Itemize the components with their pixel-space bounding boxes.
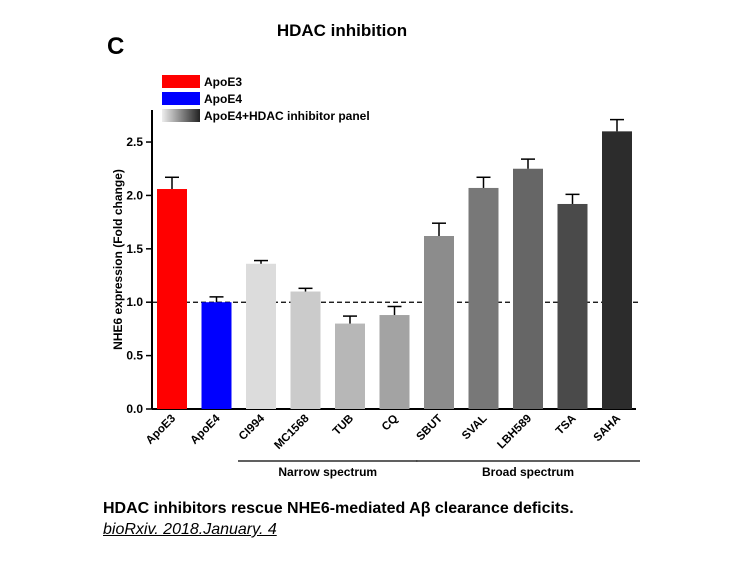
- panel-letter: C: [107, 33, 125, 60]
- y-tick-label: 2.5: [126, 135, 143, 149]
- y-axis: 0.0 0.5 1.0 1.5 2.0 2.5 NHE6 expression (Fold …: [111, 110, 636, 416]
- bar: [201, 302, 232, 409]
- bar: [513, 168, 543, 409]
- figure-caption: HDAC inhibitors rescue NHE6-mediated Aβ …: [103, 500, 574, 517]
- citation-link[interactable]: bioRxiv. 2018.January. 4: [103, 521, 277, 538]
- bars: [157, 118, 632, 409]
- group-label: Broad spectrum: [482, 465, 574, 479]
- y-tick-label: 1.0: [126, 295, 143, 309]
- bar: [335, 323, 365, 409]
- y-tick-label: 2.0: [126, 188, 143, 202]
- group-label: Narrow spectrum: [278, 465, 377, 479]
- x-tick-label: ApoE3: [144, 413, 178, 447]
- bar: [379, 315, 410, 409]
- bar: [246, 263, 276, 409]
- chart-title: HDAC inhibition: [276, 21, 408, 40]
- y-tick-label: 0.5: [126, 349, 143, 363]
- y-axis-label: NHE6 expression (Fold change): [111, 169, 125, 350]
- legend-swatch: [162, 75, 200, 88]
- x-tick-labels: ApoE3 ApoE4 CI994 MC1568 TUB CQ SBUT SVAL LBH589…: [144, 412, 623, 452]
- legend-label: ApoE4: [204, 92, 242, 106]
- x-tick-label: MC1568: [272, 412, 312, 452]
- bar: [468, 187, 499, 409]
- bar: [602, 131, 632, 409]
- x-tick-label: CQ: [380, 413, 401, 434]
- bar: [424, 236, 454, 409]
- x-tick-label: SVAL: [460, 413, 490, 443]
- legend-swatch: [162, 92, 200, 105]
- legend: ApoE3 ApoE4 ApoE4+HDAC inhibitor panel: [162, 75, 370, 123]
- legend-label: ApoE4+HDAC inhibitor panel: [204, 109, 370, 123]
- x-tick-label: SAHA: [592, 413, 624, 445]
- y-tick-label: 1.5: [126, 242, 143, 256]
- x-tick-label: TSA: [554, 413, 579, 438]
- x-tick-label: TUB: [331, 413, 356, 438]
- legend-swatch: [162, 109, 200, 122]
- y-tick-label: 0.0: [126, 402, 143, 416]
- x-tick-label: CI994: [237, 412, 268, 443]
- x-tick-label: ApoE4: [188, 412, 223, 447]
- bar: [157, 189, 187, 409]
- bar: [290, 291, 321, 409]
- group-brackets: Narrow spectrum Broad spectrum: [238, 460, 640, 479]
- x-tick-label: SBUT: [414, 413, 445, 444]
- bar: [557, 203, 588, 409]
- x-tick-label: LBH589: [495, 413, 534, 452]
- legend-label: ApoE3: [204, 75, 242, 89]
